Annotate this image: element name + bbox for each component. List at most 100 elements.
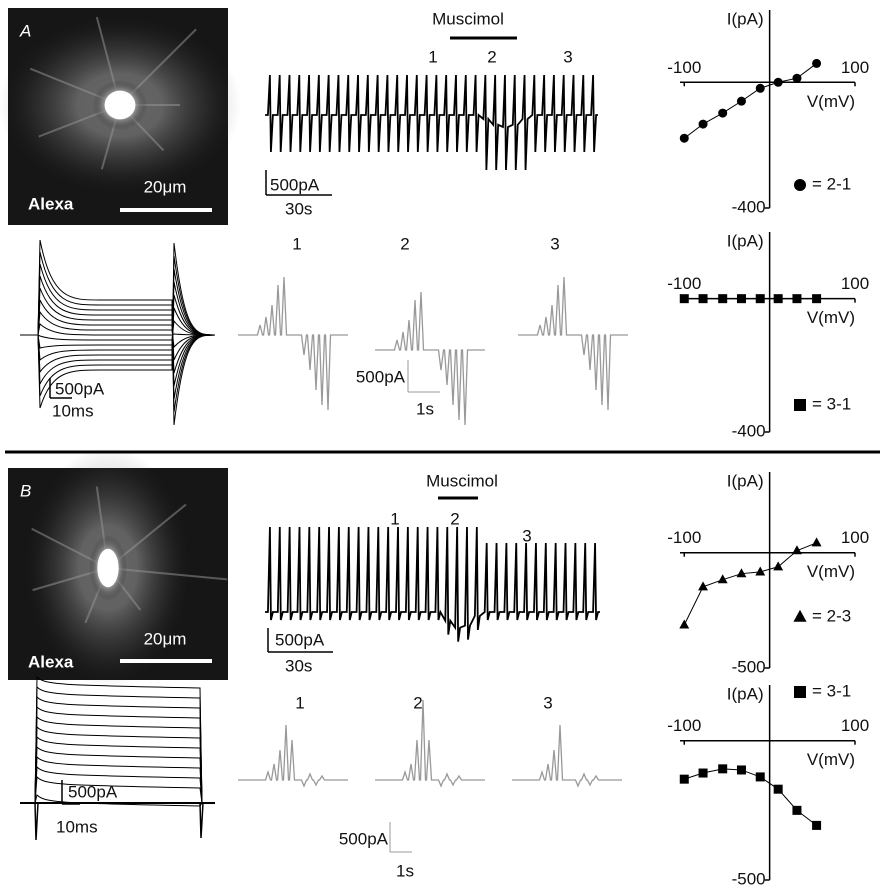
x-axis-label: V(mV) — [807, 562, 855, 581]
legend-marker — [793, 610, 806, 622]
micrograph-soma — [97, 549, 118, 587]
panel-label: B — [20, 481, 31, 500]
current-trace — [265, 75, 598, 170]
scale-label: 30s — [285, 199, 312, 218]
iv-point — [756, 772, 765, 781]
epoch-label: 1 — [390, 509, 399, 528]
iv-point — [792, 74, 801, 83]
y-tick-label: -400 — [732, 421, 766, 440]
response-trace — [512, 725, 622, 786]
x-tick-label: -100 — [667, 274, 701, 293]
step-trace — [35, 757, 202, 803]
iv-point — [756, 84, 765, 93]
x-axis-label: V(mV) — [807, 750, 855, 769]
step-trace — [20, 269, 215, 384]
epoch-label: 3 — [550, 234, 559, 253]
epoch-label: 2 — [413, 693, 422, 712]
step-trace — [35, 707, 202, 803]
y-tick-label: -500 — [732, 869, 766, 888]
iv-point — [792, 294, 801, 303]
iv-point — [680, 294, 689, 303]
scale-label: 20μm — [144, 177, 187, 196]
iv-point — [718, 764, 727, 773]
y-axis-label: I(pA) — [727, 231, 764, 250]
iv-point — [774, 294, 783, 303]
iv-point — [699, 120, 708, 129]
epoch-label: 2 — [400, 234, 409, 253]
x-tick-label: 100 — [841, 58, 869, 77]
y-tick-label: -400 — [732, 197, 766, 216]
response-trace — [375, 700, 485, 786]
iv-point — [812, 294, 821, 303]
x-tick-label: -100 — [667, 716, 701, 735]
scale-label: 500pA — [339, 829, 389, 848]
x-tick-label: -100 — [667, 58, 701, 77]
epoch-label: 1 — [428, 47, 437, 66]
iv-point — [718, 294, 727, 303]
x-axis-label: V(mV) — [807, 92, 855, 111]
epoch-label: 1 — [292, 234, 301, 253]
response-trace — [518, 277, 628, 410]
iv-point — [680, 134, 689, 143]
step-trace — [35, 727, 202, 803]
iv-point — [737, 97, 746, 106]
legend-marker — [794, 399, 806, 411]
epoch-label: 2 — [450, 509, 459, 528]
scale-label: 10ms — [52, 401, 94, 420]
figure: A Alexa 20μm Muscimol 1 2 3 500pA 30s 500pA 10ms 1 2… — [0, 0, 885, 891]
micrograph-soma — [105, 91, 136, 120]
iv-point — [718, 109, 727, 118]
y-axis-label: I(pA) — [727, 684, 764, 703]
scale-label: 1s — [396, 861, 414, 880]
scale-label: 20μm — [144, 629, 187, 648]
epoch-label: 2 — [487, 47, 496, 66]
iv-point — [774, 785, 783, 794]
scale-label: 500pA — [275, 630, 325, 649]
x-tick-label: -100 — [667, 528, 701, 547]
legend-marker — [794, 686, 806, 698]
iv-point — [812, 537, 822, 546]
stain-label: Alexa — [28, 194, 74, 213]
epoch-label: 3 — [543, 693, 552, 712]
iv-point — [737, 568, 747, 577]
step-trace — [35, 687, 202, 803]
scale-label: 500pA — [55, 379, 105, 398]
step-trace — [35, 737, 202, 803]
iv-point — [792, 806, 801, 815]
iv-point — [756, 294, 765, 303]
step-trace — [35, 767, 202, 803]
step-trace — [35, 717, 202, 803]
drug-label: Muscimol — [426, 471, 498, 490]
scale-label: 30s — [285, 656, 312, 675]
iv-point — [812, 59, 821, 68]
scale-label: 500pA — [270, 175, 320, 194]
legend-label: = 3-1 — [812, 394, 851, 413]
epoch-label: 3 — [563, 47, 572, 66]
iv-point — [737, 294, 746, 303]
iv-point — [680, 775, 689, 784]
response-trace — [238, 725, 348, 786]
y-tick-label: -500 — [732, 657, 766, 676]
iv-point — [812, 821, 821, 830]
legend-label: = 2-3 — [812, 606, 851, 625]
panel-label: A — [19, 21, 31, 40]
scale-label: 500pA — [356, 367, 406, 386]
y-axis-label: I(pA) — [727, 9, 764, 28]
iv-point — [679, 619, 689, 628]
legend-label: = 2-1 — [812, 174, 851, 193]
scale-label: 10ms — [56, 817, 98, 836]
response-trace — [238, 277, 348, 410]
step-trace — [35, 747, 202, 803]
x-tick-label: 100 — [841, 528, 869, 547]
legend-label: = 3-1 — [812, 681, 851, 700]
iv-point — [737, 765, 746, 774]
stain-label: Alexa — [28, 652, 74, 671]
scale-label: 500pA — [68, 782, 118, 801]
x-tick-label: 100 — [841, 716, 869, 735]
iv-point — [774, 78, 783, 87]
x-tick-label: 100 — [841, 274, 869, 293]
iv-point — [699, 294, 708, 303]
drug-label: Muscimol — [432, 9, 504, 28]
iv-point — [699, 769, 708, 778]
x-axis-label: V(mV) — [807, 308, 855, 327]
